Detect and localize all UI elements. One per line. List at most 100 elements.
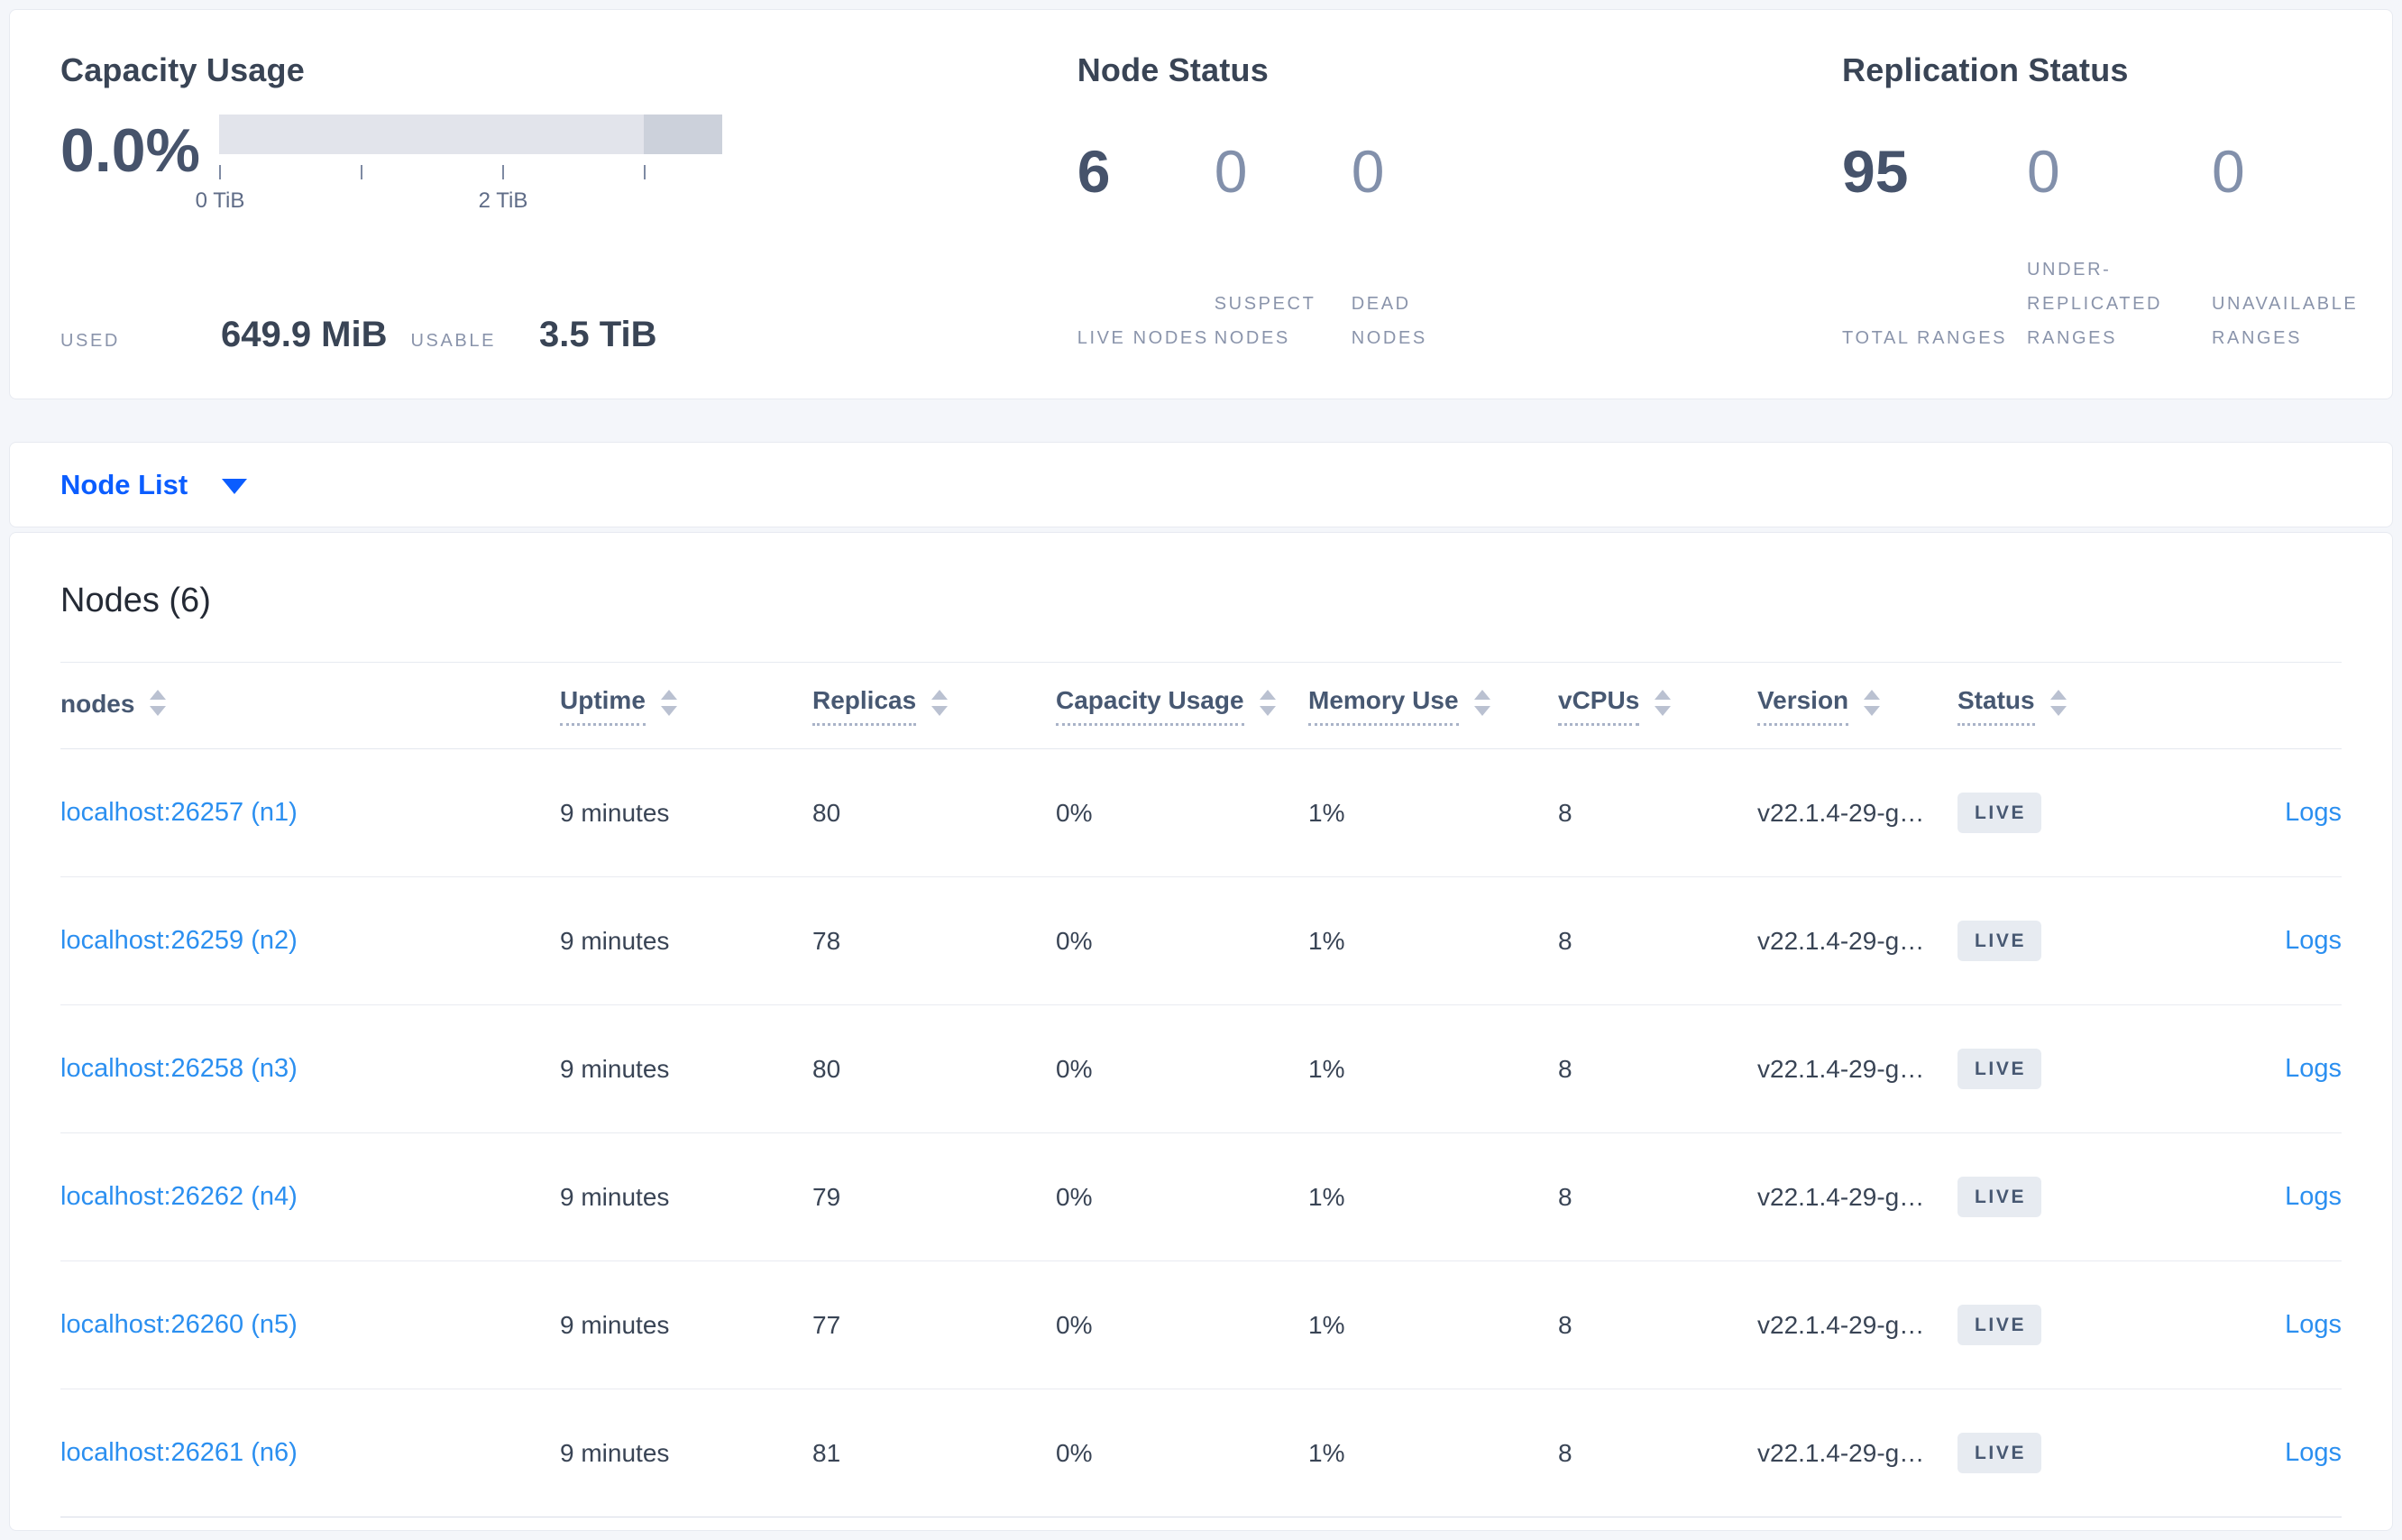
column-header-replicas[interactable]: Replicas [812, 686, 1056, 726]
logs-link[interactable]: Logs [2285, 926, 2342, 955]
replication-status-section: Replication Status 95 TOTAL RANGES 0 UND… [1842, 51, 2356, 355]
axis-tick [219, 165, 221, 179]
column-header-status[interactable]: Status [1957, 686, 2169, 726]
capacity-usage-title: Capacity Usage [60, 51, 305, 88]
uptime-cell: 9 minutes [560, 1054, 670, 1083]
uptime-cell: 9 minutes [560, 1438, 670, 1467]
capacity-used-usable-row: USED 649.9 MiB USABLE 3.5 TiB [60, 315, 1077, 355]
column-header-version[interactable]: Version [1757, 686, 1957, 726]
node-status-title: Node Status [1077, 51, 1269, 88]
version-cell: v22.1.4-29-g… [1757, 1182, 1925, 1211]
chevron-down-icon [222, 479, 248, 494]
capacity-usage-section: Capacity Usage 0.0% 0 TiB 2 TiB [60, 51, 1077, 355]
under-replicated-ranges-stat: 0 UNDER-REPLICATED RANGES [2027, 131, 2212, 355]
node-link[interactable]: localhost:26260 (n5) [60, 1310, 298, 1339]
sort-icon [931, 690, 949, 716]
status-badge: LIVE [1957, 1433, 2042, 1473]
dead-nodes-stat: 0 DEAD NODES [1352, 131, 1489, 355]
status-badge: LIVE [1957, 921, 2042, 961]
node-link[interactable]: localhost:26262 (n4) [60, 1182, 298, 1211]
table-row: localhost:26259 (n2) 9 minutes 78 0% 1% … [60, 877, 2342, 1005]
unavailable-ranges-stat: 0 UNAVAILABLE RANGES [2212, 131, 2356, 355]
vcpus-cell: 8 [1558, 1054, 1572, 1083]
vcpus-cell: 8 [1558, 1310, 1572, 1339]
logs-link[interactable]: Logs [2285, 1054, 2342, 1083]
sort-icon [150, 690, 167, 716]
axis-tick [644, 165, 646, 179]
nodes-table-header: nodes Uptime Replicas Capacity Usage Mem… [60, 662, 2342, 749]
total-ranges-label: TOTAL RANGES [1842, 328, 2008, 348]
logs-link[interactable]: Logs [2285, 1182, 2342, 1211]
under-replicated-ranges-label: UNDER-REPLICATED RANGES [2027, 260, 2163, 348]
used-value: 649.9 MiB [220, 315, 388, 354]
status-badge: LIVE [1957, 1305, 2042, 1345]
column-header-capacity-usage[interactable]: Capacity Usage [1056, 686, 1308, 726]
node-link[interactable]: localhost:26258 (n3) [60, 1054, 298, 1083]
vcpus-cell: 8 [1558, 1182, 1572, 1211]
memory-use-cell: 1% [1308, 1310, 1345, 1339]
replicas-cell: 77 [812, 1310, 841, 1339]
memory-use-cell: 1% [1308, 1182, 1345, 1211]
vcpus-cell: 8 [1558, 1438, 1572, 1467]
total-ranges-value: 95 [1842, 138, 1909, 205]
uptime-cell: 9 minutes [560, 1310, 670, 1339]
capacity-percent-value: 0.0% [60, 116, 200, 185]
replicas-cell: 78 [812, 926, 841, 955]
dead-nodes-value: 0 [1351, 138, 1385, 205]
nodes-table-card: Nodes (6) nodes Uptime Replicas Capacity… [9, 532, 2393, 1531]
node-list-dropdown[interactable]: Node List [60, 468, 248, 501]
capacity-usage-cell: 0% [1056, 1182, 1093, 1211]
used-label: USED [60, 331, 120, 351]
unavailable-ranges-label: UNAVAILABLE RANGES [2212, 294, 2359, 348]
sort-icon [660, 690, 677, 716]
node-list-dropdown-label: Node List [60, 468, 188, 500]
capacity-bar-reserved-segment [643, 115, 722, 154]
vcpus-cell: 8 [1558, 926, 1572, 955]
sort-icon [1473, 690, 1490, 716]
status-badge: LIVE [1957, 1049, 2042, 1089]
logs-link[interactable]: Logs [2285, 798, 2342, 827]
axis-tick [361, 165, 362, 179]
live-nodes-label: LIVE NODES [1077, 328, 1209, 348]
status-badge: LIVE [1957, 793, 2042, 833]
logs-link[interactable]: Logs [2285, 1310, 2342, 1339]
axis-tick-label: 0 TiB [195, 188, 245, 213]
replicas-cell: 79 [812, 1182, 841, 1211]
column-header-uptime[interactable]: Uptime [560, 686, 812, 726]
column-header-memory-use[interactable]: Memory Use [1308, 686, 1558, 726]
sort-icon [1655, 690, 1672, 716]
table-row: localhost:26262 (n4) 9 minutes 79 0% 1% … [60, 1133, 2342, 1261]
memory-use-cell: 1% [1308, 1054, 1345, 1083]
sort-icon [1864, 690, 1881, 716]
axis-tick-label: 2 TiB [478, 188, 528, 213]
column-header-nodes[interactable]: nodes [60, 690, 560, 722]
capacity-usage-cell: 0% [1056, 1438, 1093, 1467]
view-selector-bar: Node List [9, 442, 2393, 527]
version-cell: v22.1.4-29-g… [1757, 926, 1925, 955]
live-nodes-stat: 6 LIVE NODES [1077, 131, 1215, 355]
axis-tick [502, 165, 504, 179]
column-header-vcpus[interactable]: vCPUs [1558, 686, 1757, 726]
logs-link[interactable]: Logs [2285, 1438, 2342, 1467]
nodes-table-title: Nodes (6) [60, 582, 211, 619]
usable-label: USABLE [410, 331, 497, 351]
node-link[interactable]: localhost:26261 (n6) [60, 1438, 298, 1467]
total-ranges-stat: 95 TOTAL RANGES [1842, 131, 2027, 355]
table-row: localhost:26257 (n1) 9 minutes 80 0% 1% … [60, 749, 2342, 877]
dead-nodes-label: DEAD NODES [1351, 294, 1427, 348]
capacity-usage-cell: 0% [1056, 1310, 1093, 1339]
capacity-usage-cell: 0% [1056, 1054, 1093, 1083]
sort-icon [1259, 690, 1276, 716]
version-cell: v22.1.4-29-g… [1757, 1054, 1925, 1083]
memory-use-cell: 1% [1308, 798, 1345, 827]
node-link[interactable]: localhost:26257 (n1) [60, 798, 298, 827]
sort-icon [2049, 690, 2067, 716]
suspect-nodes-value: 0 [1214, 138, 1248, 205]
suspect-nodes-label: SUSPECT NODES [1214, 294, 1316, 348]
live-nodes-value: 6 [1077, 138, 1111, 205]
node-link[interactable]: localhost:26259 (n2) [60, 926, 298, 955]
capacity-usage-cell: 0% [1056, 798, 1093, 827]
replicas-cell: 80 [812, 1054, 841, 1083]
replicas-cell: 80 [812, 798, 841, 827]
